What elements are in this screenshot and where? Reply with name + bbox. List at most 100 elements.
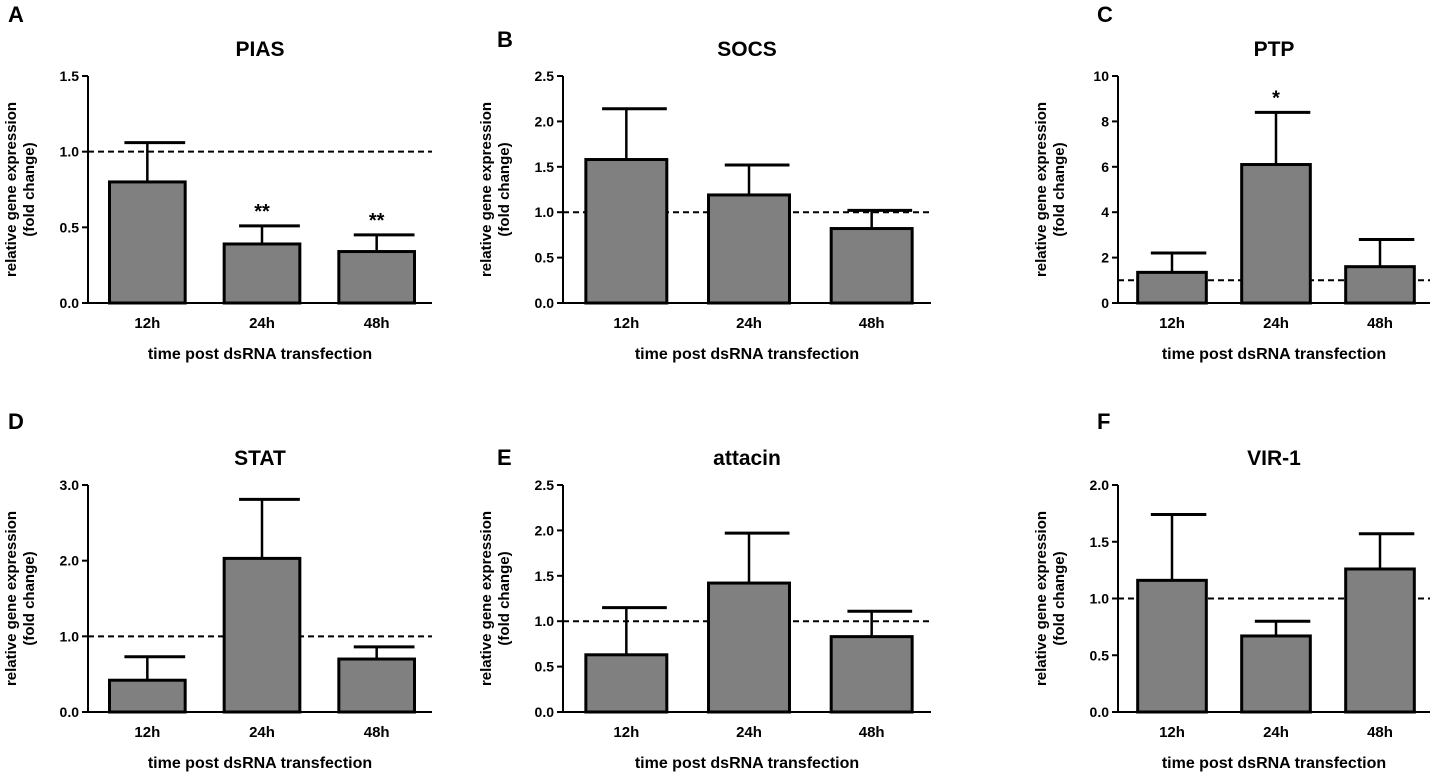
x-axis-label: time post dsRNA transfection [148,346,372,363]
bar-48h [829,227,914,305]
panel-letter: B [497,27,513,52]
bar-48h [337,657,417,714]
bar-12h [107,180,187,305]
bar-24h [1240,634,1312,714]
x-tick-label: 12h [613,724,639,741]
y-axis-label-line2: (fold change) [21,551,38,645]
x-tick-label: 24h [736,724,762,741]
x-tick-label: 24h [1263,315,1289,332]
y-axis-label: relative gene expression [1033,102,1050,277]
chart-title: attacin [713,447,781,470]
chart-title: SOCS [717,38,777,61]
bar-12h [1136,578,1208,714]
y-tick-label: 6 [1101,159,1109,175]
y-tick-label: 0.5 [535,250,555,266]
x-axis-label: time post dsRNA transfection [635,346,859,363]
y-axis-label-line2: (fold change) [496,142,513,236]
bar-24h [222,242,302,305]
y-tick-label: 1.5 [1090,534,1110,550]
x-tick-label: 12h [613,315,639,332]
x-tick-label: 12h [134,315,160,332]
x-tick-label: 24h [249,315,275,332]
y-axis-label-line2: (fold change) [1051,142,1068,236]
bar-12h [584,653,669,714]
y-tick-label: 8 [1101,113,1109,129]
significance-marker: ** [254,201,270,223]
bar-24h [707,193,791,305]
panel-d: D STAT relative gene expression (fold chang… [3,409,432,772]
chart-title: STAT [234,447,286,470]
y-tick-label: 0.5 [535,659,555,675]
x-tick-label: 12h [1159,724,1185,741]
panel-letter: C [1097,2,1113,27]
x-tick-label: 12h [1159,315,1185,332]
chart-title: PIAS [235,38,284,61]
y-axis-label: relative gene expression [3,102,20,277]
y-tick-label: 2.5 [535,68,555,84]
y-tick-label: 1.0 [60,628,80,644]
x-tick-label: 12h [134,724,160,741]
y-tick-label: 4 [1101,204,1109,220]
panel-letter: D [8,409,24,434]
y-tick-label: 2.0 [535,113,555,129]
y-tick-label: 0.0 [535,295,555,311]
x-tick-label: 24h [736,315,762,332]
panel-letter: F [1097,409,1110,434]
bar-24h [707,581,791,714]
x-tick-label: 48h [1367,315,1393,332]
y-tick-label: 1.0 [535,204,555,220]
x-tick-label: 24h [249,724,275,741]
y-tick-label: 2.0 [535,522,555,538]
y-axis-label: relative gene expression [478,511,495,686]
y-tick-label: 3.0 [60,477,80,493]
panel-f: F VIR-1 relative gene expression (fold chan… [1033,409,1430,772]
x-axis-label: time post dsRNA transfection [1162,755,1386,772]
x-axis-label: time post dsRNA transfection [1162,346,1386,363]
bar-24h [222,556,302,714]
panel-letter: E [497,445,512,470]
y-axis-label: relative gene expression [478,102,495,277]
bar-12h [1136,270,1208,305]
y-axis-label-line2: (fold change) [21,142,38,236]
y-tick-label: 0.5 [60,219,80,235]
y-tick-label: 10 [1093,68,1109,84]
bar-48h [1344,567,1416,714]
panel-letter: A [8,2,24,27]
y-tick-label: 1.0 [535,613,555,629]
bar-12h [107,678,187,714]
y-tick-label: 2.0 [1090,477,1110,493]
y-tick-label: 2 [1101,250,1109,266]
panel-b: B SOCS relative gene expression (fold chang… [478,27,931,363]
x-tick-label: 48h [1367,724,1393,741]
panel-a: A PIAS relative gene expression (fold chang… [3,2,432,363]
x-axis-label: time post dsRNA transfection [635,755,859,772]
y-tick-label: 0.0 [535,704,555,720]
y-tick-label: 2.5 [535,477,555,493]
y-axis-label-line2: (fold change) [496,551,513,645]
y-tick-label: 2.0 [60,553,80,569]
x-axis-label: time post dsRNA transfection [148,755,372,772]
y-tick-label: 0.0 [60,704,80,720]
bar-48h [829,635,914,714]
significance-marker: ** [369,210,385,232]
panel-c: C PTP relative gene expression (fold change… [1033,2,1430,363]
y-tick-label: 0.0 [1090,704,1110,720]
y-tick-label: 1.0 [60,144,80,160]
y-axis-label-line2: (fold change) [1051,551,1068,645]
bar-48h [337,250,417,305]
x-tick-label: 48h [859,724,885,741]
y-tick-label: 1.5 [60,68,80,84]
significance-marker: * [1272,87,1280,109]
y-tick-label: 1.5 [535,568,555,584]
y-axis-label: relative gene expression [1033,511,1050,686]
x-tick-label: 24h [1263,724,1289,741]
x-tick-label: 48h [364,315,390,332]
chart-title: VIR-1 [1247,447,1301,470]
bar-48h [1344,265,1416,305]
y-tick-label: 0 [1101,295,1109,311]
bar-12h [584,158,669,305]
y-tick-label: 1.0 [1090,591,1110,607]
x-tick-label: 48h [859,315,885,332]
